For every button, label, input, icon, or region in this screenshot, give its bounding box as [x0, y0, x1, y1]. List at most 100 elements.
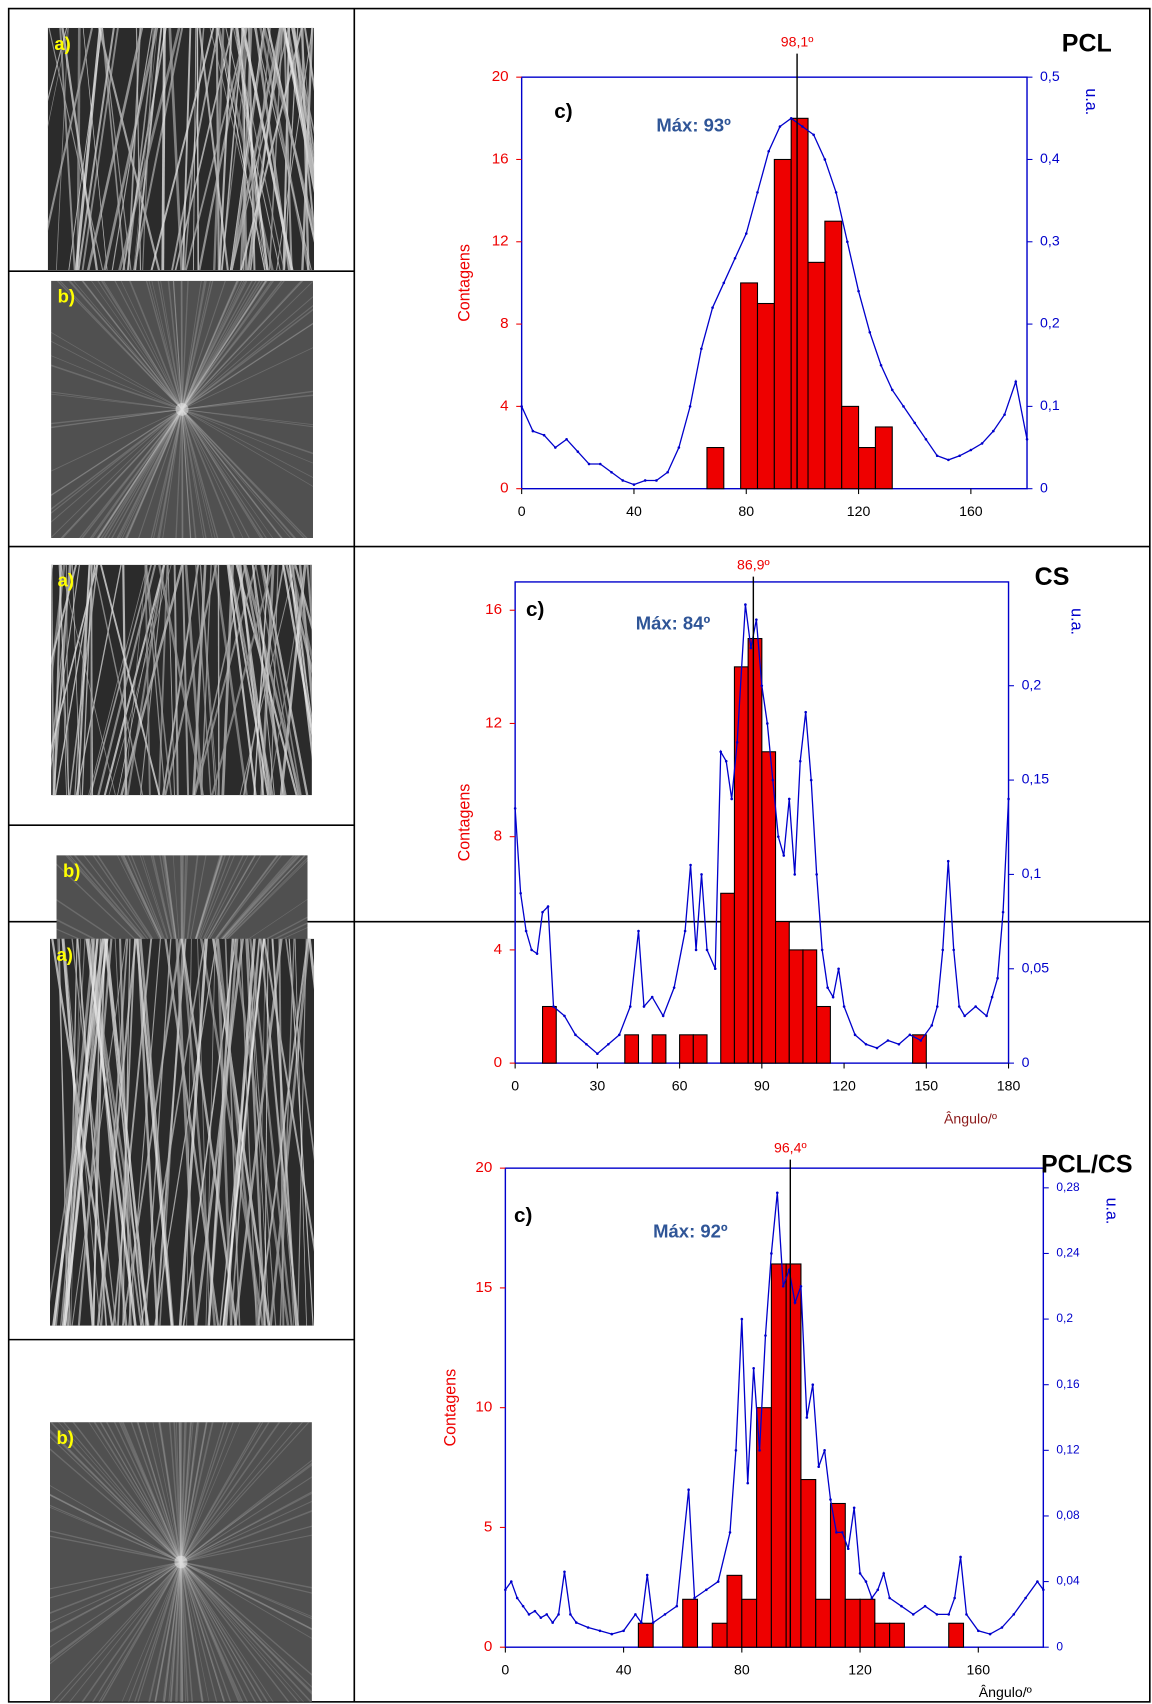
y2-tick-label: 0,2	[1056, 1311, 1073, 1325]
intensity-point	[545, 1613, 549, 1616]
chart-title: PCL	[1062, 31, 1112, 58]
fiber	[142, 27, 154, 271]
intensity-point	[663, 1613, 667, 1616]
intensity-point	[574, 1621, 578, 1624]
intensity-point	[947, 1613, 951, 1616]
intensity-point	[781, 1284, 785, 1288]
intensity-point	[700, 873, 703, 876]
y-axis-label: Contagens	[441, 1369, 459, 1447]
fiber	[99, 564, 161, 796]
y2-tick-label: 0,16	[1056, 1377, 1080, 1391]
fiber	[136, 938, 159, 1326]
intensity-point	[546, 905, 550, 908]
histogram-bar	[741, 1598, 758, 1648]
fiber	[239, 564, 296, 796]
histogram-bar	[756, 302, 775, 490]
intensity-point	[509, 1580, 513, 1583]
fiber	[233, 938, 283, 1326]
intensity-point	[586, 1626, 590, 1629]
intensity-point	[908, 1033, 912, 1037]
intensity-point	[1001, 910, 1005, 914]
intensity-point	[563, 1014, 566, 1018]
image-label: a)	[58, 570, 74, 591]
fiber	[63, 938, 109, 1326]
fiber	[77, 27, 115, 271]
intensity-point	[645, 1573, 649, 1577]
fiber	[182, 27, 192, 271]
histogram-bar	[747, 638, 763, 1064]
fiber	[117, 564, 165, 796]
fiber	[260, 938, 297, 1326]
max-annotation: Máx: 93º	[656, 114, 731, 135]
fiber	[144, 564, 151, 796]
fiber	[268, 564, 307, 796]
fiber	[51, 564, 55, 796]
sem-image	[49, 938, 315, 1326]
intensity-point	[963, 1014, 966, 1018]
fiber	[200, 564, 212, 796]
histogram-bar	[624, 1034, 640, 1064]
fiber	[120, 564, 184, 796]
fiber	[193, 564, 247, 796]
fiber	[158, 564, 205, 796]
fiber	[171, 27, 220, 271]
panel-label: c)	[554, 100, 572, 123]
fiber	[58, 938, 68, 1326]
intensity-point	[521, 1604, 525, 1608]
intensity-point	[771, 778, 775, 782]
intensity-point	[574, 1033, 577, 1037]
fiber	[140, 938, 206, 1326]
intensity-point	[719, 750, 723, 754]
x-tick-label: 120	[848, 1662, 872, 1678]
fiber	[76, 938, 108, 1326]
fiber	[111, 27, 153, 271]
intensity-point	[853, 1033, 857, 1037]
intensity-point	[758, 1449, 761, 1452]
y2-tick-label: 0,2	[1022, 676, 1042, 692]
intensity-point	[705, 948, 709, 952]
intensity-point	[519, 892, 522, 895]
histogram-bar	[824, 220, 843, 490]
intensity-point	[760, 684, 764, 688]
intensity-point	[622, 1629, 625, 1633]
fiber	[301, 27, 310, 271]
intensity-point	[530, 948, 533, 952]
intensity-point	[778, 125, 782, 128]
fiber	[232, 938, 290, 1326]
x-tick-label: 60	[672, 1077, 688, 1093]
intensity-point	[809, 778, 813, 782]
histogram-bar	[816, 1005, 831, 1064]
intensity-point	[823, 1449, 826, 1452]
histogram-bar	[682, 1598, 699, 1648]
histogram-bar	[711, 1622, 728, 1648]
fiber	[209, 27, 268, 271]
intensity-point	[837, 967, 840, 971]
x-tick-label: 0	[501, 1662, 509, 1678]
y2-tick-label: 0,15	[1022, 771, 1050, 787]
fiber	[285, 938, 315, 1162]
intensity-point	[744, 232, 748, 235]
y2-tick-label: 0,08	[1056, 1508, 1080, 1522]
intensity-point	[782, 854, 786, 857]
histogram-bar	[785, 1263, 802, 1648]
intensity-point	[1007, 797, 1010, 801]
x-tick-label: 80	[738, 503, 754, 519]
histogram-bar	[770, 1263, 787, 1648]
fiber	[216, 27, 266, 271]
x-tick-label: 150	[915, 1077, 939, 1093]
intensity-point	[834, 191, 838, 194]
intensity-point	[535, 952, 539, 955]
fiber	[89, 564, 152, 796]
fiber	[135, 27, 142, 271]
fiber	[198, 27, 248, 271]
fiber	[75, 564, 122, 796]
fiber	[271, 938, 298, 1326]
intensity-point	[539, 1616, 543, 1619]
fiber	[241, 27, 294, 271]
intensity-point	[935, 1613, 939, 1616]
fiber	[118, 27, 181, 271]
intensity-point	[569, 1613, 572, 1616]
x-axis-label: Ângulo/º	[944, 1111, 997, 1127]
intensity-point	[835, 1531, 838, 1534]
histogram-bar	[829, 1502, 846, 1648]
